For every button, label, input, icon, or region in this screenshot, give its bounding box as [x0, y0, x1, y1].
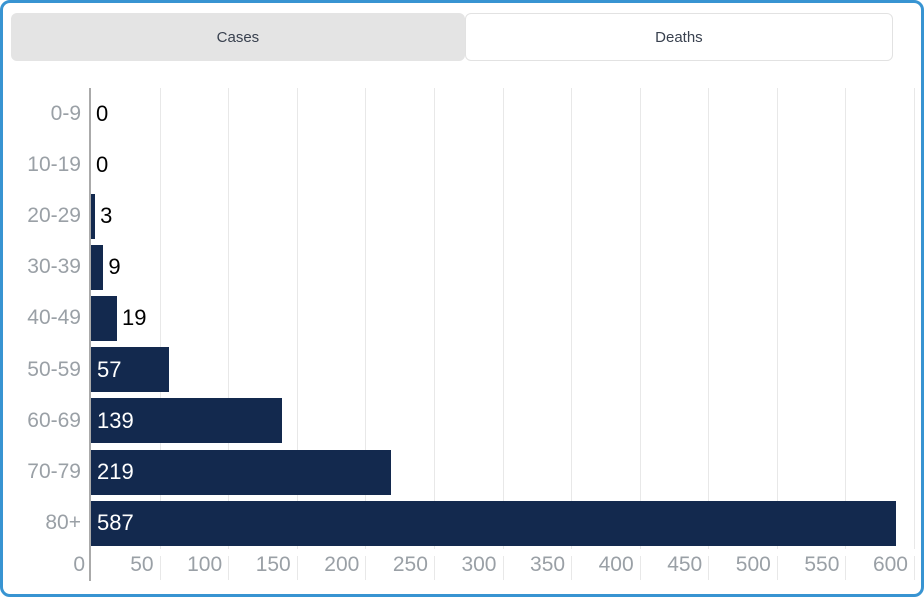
x-tick-mark — [365, 556, 367, 580]
chart-row: 80+ 587 — [45, 498, 914, 549]
chart-bar[interactable] — [91, 295, 118, 341]
x-tick-label: 350 — [530, 553, 566, 576]
chart-row: 60-69 139 — [27, 395, 914, 446]
x-tick-label: 100 — [187, 553, 223, 576]
chart-bar[interactable] — [91, 449, 392, 495]
chart-row: 70-79 219 — [27, 447, 914, 498]
bar-value-label: 219 — [97, 459, 134, 485]
x-tick-label: 600 — [872, 553, 908, 576]
bar-value-label: 0 — [96, 100, 109, 126]
chart-bar[interactable] — [91, 347, 170, 393]
gridline — [159, 88, 161, 549]
x-tick-mark — [845, 556, 847, 580]
gridline — [433, 88, 435, 549]
bar-value-label: 57 — [97, 356, 122, 382]
category-label: 70-79 — [27, 460, 81, 484]
x-tick-label: 0 — [73, 553, 85, 576]
x-axis: 0 50 100 150 200 250 300 350 400 450 500 550 600 — [73, 552, 915, 582]
bar-value-label: 139 — [97, 407, 134, 433]
bar-rows: 0-9 0 10-19 0 20-29 3 30-39 9 40-49 19 50-59 57 60-6… — [27, 88, 914, 549]
chart-bar[interactable] — [91, 244, 104, 290]
x-tick-mark — [296, 556, 298, 580]
x-tick-label: 450 — [667, 553, 703, 576]
category-label: 40-49 — [27, 306, 81, 330]
x-tick-label: 200 — [324, 553, 360, 576]
category-label: 50-59 — [27, 357, 81, 381]
tab-cases[interactable]: Cases — [11, 13, 465, 61]
category-label: 0-9 — [50, 101, 81, 125]
x-tick-mark — [159, 556, 161, 580]
x-tick-mark — [708, 556, 710, 580]
bar-value-label: 3 — [100, 203, 113, 229]
x-tick-mark — [639, 556, 641, 580]
x-tick-mark — [776, 556, 778, 580]
category-label: 30-39 — [27, 255, 81, 279]
bar-value-label: 587 — [97, 510, 134, 536]
bar-value-label: 9 — [108, 254, 121, 280]
category-label: 20-29 — [27, 204, 81, 228]
gridline — [365, 88, 367, 549]
bar-value-label: 19 — [122, 305, 147, 331]
gridline — [914, 88, 915, 549]
x-tick-mark — [571, 556, 573, 580]
x-tick-label: 550 — [804, 553, 840, 576]
bar-value-label: 0 — [96, 151, 109, 177]
chart-bar[interactable] — [91, 398, 282, 444]
gridline — [571, 88, 573, 549]
x-tick-label: 400 — [598, 553, 634, 576]
x-tick-mark — [433, 556, 435, 580]
x-tick-label: 300 — [461, 553, 497, 576]
tab-deaths[interactable]: Deaths — [464, 13, 893, 61]
gridline — [639, 88, 641, 549]
tab-bar: Cases Deaths — [11, 13, 893, 61]
x-tick-mark — [914, 556, 915, 580]
chart-row: 50-59 57 — [27, 344, 914, 395]
chart-row: 10-19 0 — [27, 139, 914, 190]
x-tick-label: 150 — [255, 553, 291, 576]
chart-row: 0-9 0 — [51, 88, 914, 139]
x-tick-label: 250 — [392, 553, 428, 576]
chart-bar[interactable] — [91, 500, 897, 546]
x-tick-mark — [502, 556, 504, 580]
gridline — [502, 88, 504, 549]
category-label: 10-19 — [27, 152, 81, 176]
gridline — [845, 88, 847, 549]
x-tick-label: 500 — [735, 553, 771, 576]
gridline — [776, 88, 778, 549]
category-label: 60-69 — [27, 408, 81, 432]
gridline — [708, 88, 710, 549]
chart-row: 20-29 3 — [27, 190, 914, 241]
gridline — [296, 88, 298, 549]
chart-row: 40-49 19 — [27, 293, 914, 344]
chart-row: 30-39 9 — [27, 242, 914, 293]
gridline — [228, 88, 230, 549]
deaths-by-age-chart: 0-9 0 10-19 0 20-29 3 30-39 9 40-49 19 50-59 57 60-6… — [27, 88, 915, 581]
x-tick-mark — [228, 556, 230, 580]
chart-bar[interactable] — [91, 193, 96, 239]
category-label: 80+ — [45, 511, 81, 535]
x-tick-label: 50 — [130, 553, 154, 576]
